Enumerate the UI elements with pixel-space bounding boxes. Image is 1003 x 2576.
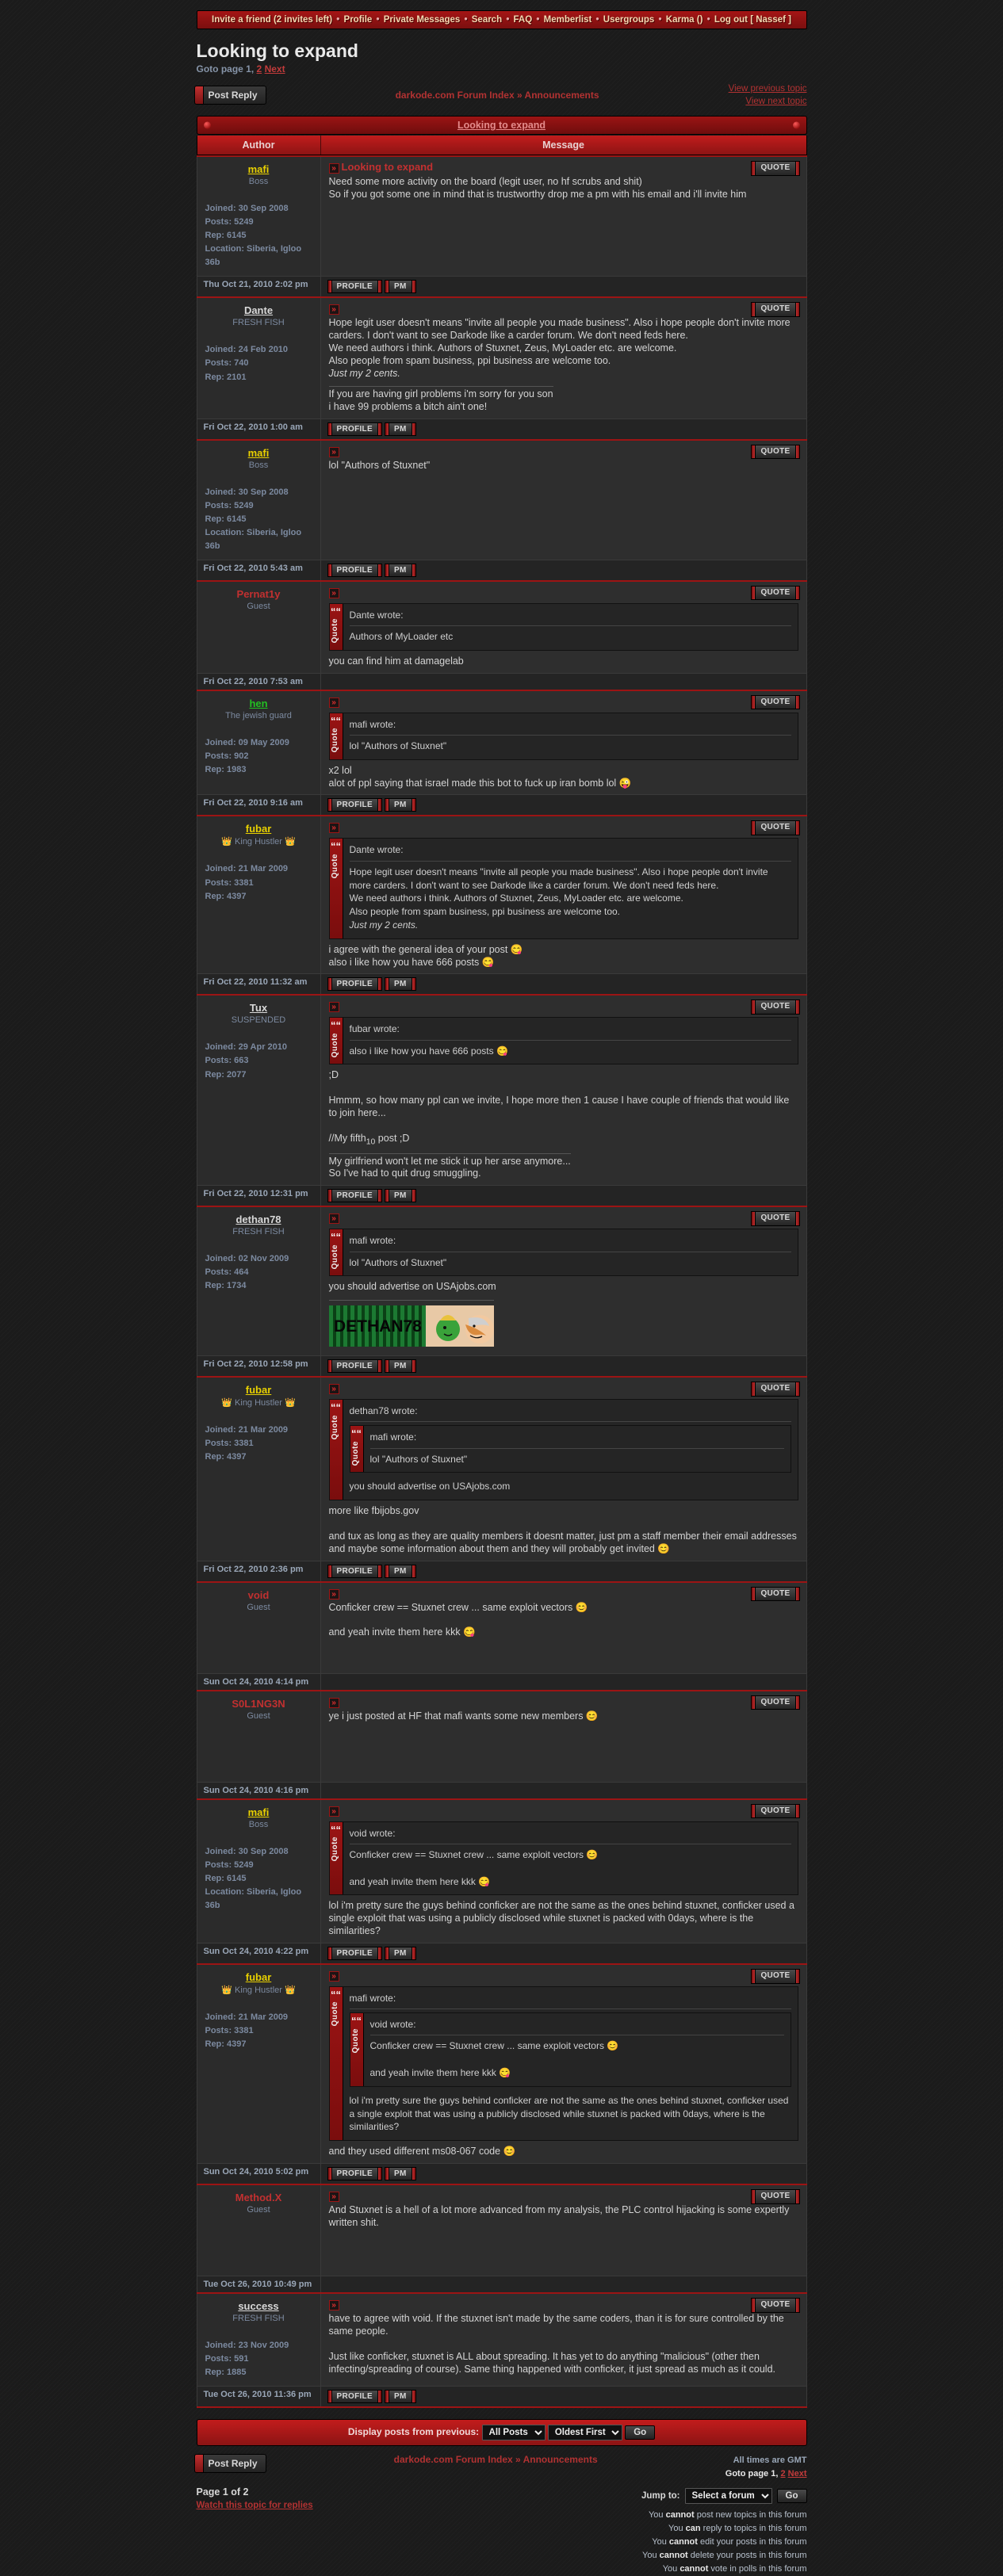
svg-text:DETHAN78: DETHAN78 [334,1317,422,1336]
